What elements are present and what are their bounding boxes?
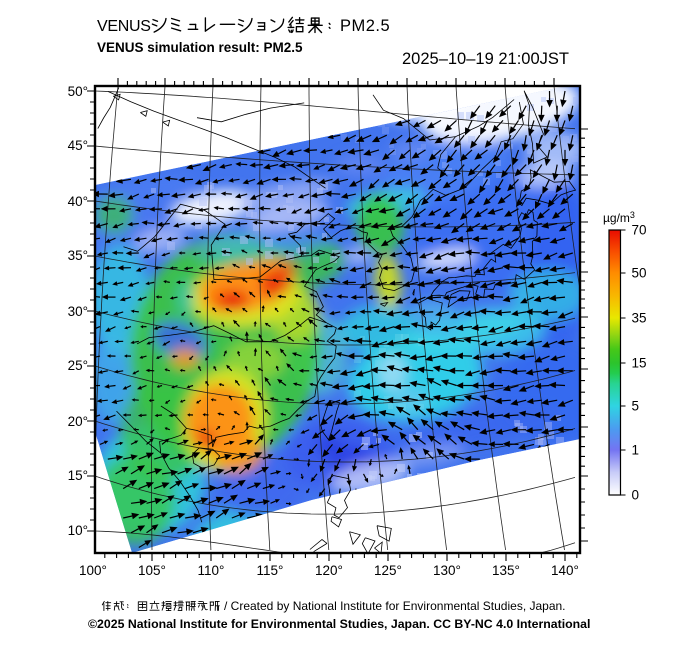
svg-text:100°: 100° xyxy=(79,563,107,578)
svg-text:2025–10–19 21:00JST: 2025–10–19 21:00JST xyxy=(402,50,569,68)
svg-text:130°: 130° xyxy=(433,563,461,578)
svg-text:5: 5 xyxy=(632,399,640,414)
svg-text:115°: 115° xyxy=(257,563,284,578)
svg-text:20°: 20° xyxy=(68,414,88,429)
svg-text:15: 15 xyxy=(632,356,647,371)
svg-text:25°: 25° xyxy=(68,358,88,373)
svg-text:70: 70 xyxy=(632,223,647,238)
svg-text:35°: 35° xyxy=(68,248,88,263)
svg-text:PM2.5: PM2.5 xyxy=(340,17,390,35)
svg-text:©2025 National Institute for E: ©2025 National Institute for Environment… xyxy=(88,617,590,631)
svg-text:120°: 120° xyxy=(315,563,343,578)
svg-text:µg/m3: µg/m3 xyxy=(603,210,635,225)
svg-text:50°: 50° xyxy=(68,84,88,99)
svg-text:125°: 125° xyxy=(374,563,402,578)
svg-text:35: 35 xyxy=(632,311,647,326)
svg-text:105°: 105° xyxy=(138,563,166,578)
svg-text:VENUS: VENUS xyxy=(97,18,151,35)
svg-text:135°: 135° xyxy=(492,563,520,578)
svg-text:110°: 110° xyxy=(198,563,225,578)
svg-text:10°: 10° xyxy=(68,523,88,538)
svg-text:1: 1 xyxy=(632,443,640,458)
svg-text:40°: 40° xyxy=(68,194,88,209)
svg-text:15°: 15° xyxy=(68,468,88,483)
svg-text:VENUS simulation result: PM2.5: VENUS simulation result: PM2.5 xyxy=(97,40,303,55)
svg-text:140°: 140° xyxy=(551,563,579,578)
svg-text:0: 0 xyxy=(632,488,640,503)
svg-text:45°: 45° xyxy=(68,138,88,153)
svg-text:30°: 30° xyxy=(68,304,88,319)
svg-text:/ Created by National Institut: / Created by National Institute for Envi… xyxy=(224,599,566,613)
svg-text:50: 50 xyxy=(632,266,647,281)
